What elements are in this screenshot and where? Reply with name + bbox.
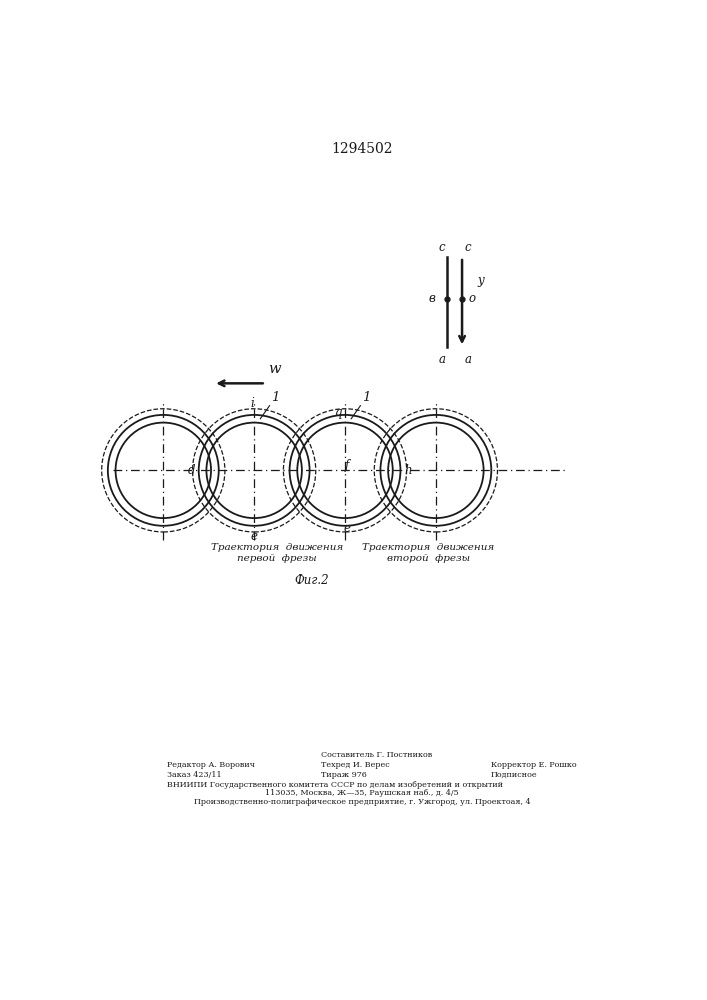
Text: Фиг.2: Фиг.2 (295, 574, 329, 587)
Text: Редактор А. Ворович: Редактор А. Ворович (167, 761, 255, 769)
Text: 1294502: 1294502 (331, 142, 392, 156)
Text: о: о (468, 292, 475, 305)
Text: Подписное: Подписное (491, 771, 537, 779)
Text: y: y (477, 274, 484, 287)
Text: w: w (268, 362, 281, 376)
Text: a: a (464, 353, 472, 366)
Text: e: e (251, 530, 257, 543)
Text: f: f (345, 459, 349, 472)
Text: 113035, Москва, Ж—35, Раушская наб., д. 4/5: 113035, Москва, Ж—35, Раушская наб., д. … (265, 789, 459, 797)
Text: в: в (429, 292, 436, 305)
Text: 1: 1 (362, 391, 370, 404)
Text: a: a (438, 353, 445, 366)
Text: Составитель Г. Постников: Составитель Г. Постников (321, 751, 433, 759)
Text: Производственно-полиграфическое предприятие, г. Ужгород, ул. Проектоая, 4: Производственно-полиграфическое предприя… (194, 798, 530, 806)
Text: Заказ 423/11: Заказ 423/11 (167, 771, 222, 779)
Text: Корректор Е. Рошко: Корректор Е. Рошко (491, 761, 576, 769)
Text: Тираж 976: Тираж 976 (321, 771, 367, 779)
Text: d: d (187, 464, 195, 477)
Text: c: c (439, 241, 445, 254)
Text: h: h (404, 464, 412, 477)
Text: ВНИИПИ Государственного комитета СССР по делам изобретений и открытий: ВНИИПИ Государственного комитета СССР по… (167, 781, 503, 789)
Text: Техред И. Верес: Техред И. Верес (321, 761, 390, 769)
Text: Траектория  движения: Траектория движения (211, 544, 344, 552)
Text: второй  фрезы: второй фрезы (387, 554, 469, 563)
Text: q: q (335, 406, 343, 419)
Text: первой  фрезы: первой фрезы (238, 554, 317, 563)
Text: Траектория  движения: Траектория движения (362, 544, 494, 552)
Text: c: c (465, 241, 472, 254)
Text: i: i (250, 397, 254, 410)
Text: e: e (344, 522, 351, 535)
Text: 1: 1 (271, 391, 279, 404)
